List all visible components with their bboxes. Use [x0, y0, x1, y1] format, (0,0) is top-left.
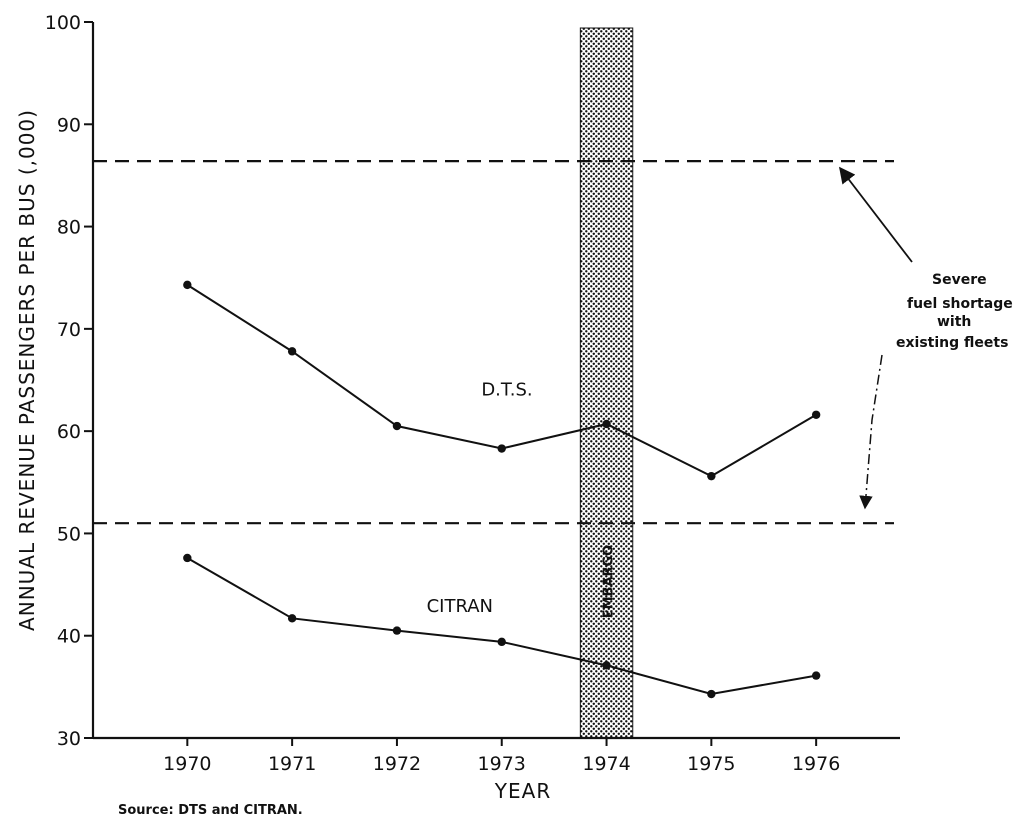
annotation-arrow-upper — [839, 166, 913, 263]
series-label: CITRAN — [427, 596, 493, 617]
series-line-2 — [186, 557, 817, 696]
series-layer: D.T.S. CITRAN — [183, 280, 821, 699]
annotation-line-1: Severe — [932, 272, 987, 288]
y-tick-label: 40 — [57, 626, 81, 648]
embargo-band — [579, 27, 634, 739]
data-point — [602, 661, 611, 670]
x-tick-label: 1975 — [687, 753, 735, 775]
x-ticks: 1970 1971 1972 1973 1974 1975 1976 — [163, 738, 840, 775]
data-point — [707, 471, 716, 481]
data-point — [287, 614, 297, 623]
y-tick-label: 80 — [57, 217, 81, 239]
data-point — [811, 671, 821, 680]
y-tick-label: 60 — [57, 421, 81, 443]
data-point — [183, 553, 192, 563]
data-point — [707, 689, 716, 699]
reference-lines — [93, 160, 894, 525]
y-tick-label: 90 — [57, 114, 81, 136]
y-tick-label: 30 — [57, 728, 81, 750]
y-tick-label: 70 — [57, 319, 81, 341]
x-tick-label: 1974 — [582, 753, 630, 775]
annotation-arrow-lower — [859, 354, 883, 510]
annotation: Severe fuel shortage with existing fleet… — [839, 166, 1013, 510]
x-tick-label: 1976 — [792, 753, 840, 775]
annotation-line-2: fuel shortage — [907, 296, 1013, 312]
annotation-line-3: with — [937, 314, 971, 330]
y-tick-label: 50 — [57, 523, 81, 545]
x-tick-label: 1970 — [163, 753, 211, 775]
x-tick-label: 1971 — [268, 753, 316, 775]
data-point — [497, 444, 506, 453]
data-point — [392, 421, 402, 431]
x-axis-title: YEAR — [494, 779, 551, 803]
series-label: D.T.S. — [481, 379, 532, 400]
source-note: Source: DTS and CITRAN. — [118, 803, 303, 817]
data-point — [497, 637, 506, 647]
data-point — [392, 626, 402, 635]
data-point — [811, 410, 821, 419]
x-tick-label: 1973 — [478, 753, 526, 775]
y-ticks: 30 40 50 60 70 80 90 100 — [45, 12, 93, 750]
embargo-label: EMBARGO — [602, 545, 617, 619]
data-point — [183, 280, 192, 290]
y-tick-label: 100 — [45, 12, 81, 34]
data-point — [287, 347, 297, 356]
x-tick-label: 1972 — [373, 753, 421, 775]
annotation-line-4: existing fleets — [896, 335, 1008, 351]
y-axis-title: ANNUAL REVENUE PASSENGERS PER BUS (,000) — [15, 109, 39, 631]
data-point — [602, 419, 611, 429]
